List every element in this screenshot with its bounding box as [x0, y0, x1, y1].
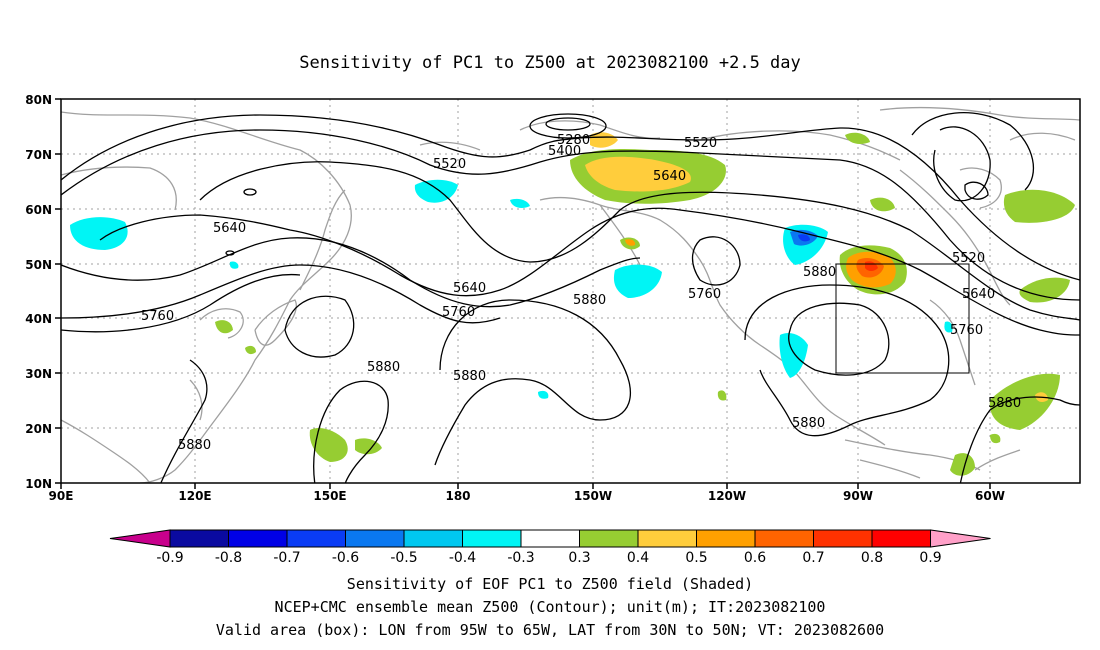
lat-labels: 80N 70N 60N 50N 40N 30N 20N 10N	[25, 93, 52, 491]
lon-label: 150W	[574, 489, 612, 503]
colorbar-swatch	[462, 529, 522, 548]
lat-label: 30N	[25, 367, 52, 381]
colorbar-label: -0.5	[390, 550, 417, 566]
contour-label-5880: 5880	[803, 265, 836, 280]
colorbar-swatch	[696, 529, 756, 548]
colorbar-label: -0.9	[156, 550, 183, 566]
colorbar-max-arrow	[930, 529, 991, 548]
lat-label: 20N	[25, 422, 52, 436]
colorbar-swatch	[345, 529, 405, 548]
lon-label: 120E	[178, 489, 211, 503]
lon-labels: 90E 120E 150E 180 150W 120W 90W 60W	[49, 489, 1005, 503]
axis-ticks	[55, 98, 991, 489]
contour-label-5880: 5880	[178, 438, 211, 453]
contour-label-5280: 5280	[557, 133, 590, 148]
colorbar-label: -0.7	[273, 550, 300, 566]
colorbar-swatch	[754, 529, 814, 548]
colorbar-label: 0.4	[627, 550, 649, 566]
colorbar-label: 0.7	[802, 550, 824, 566]
colorbar-swatch	[579, 529, 639, 548]
colorbar-label: 0.6	[744, 550, 766, 566]
contour-label-5760: 5760	[141, 309, 174, 324]
colorbar-swatch	[169, 529, 229, 548]
colorbar-label: 0.9	[919, 550, 941, 566]
contour-label-5640: 5640	[213, 221, 246, 236]
lon-label: 180	[445, 489, 470, 503]
contour-label-5760: 5760	[950, 323, 983, 338]
contour-label-5400: 5400	[548, 144, 581, 159]
colorbar-label: 0.8	[861, 550, 883, 566]
map-title: Sensitivity of PC1 to Z500 at 2023082100…	[299, 53, 801, 73]
colorbar-label: 0.5	[685, 550, 707, 566]
colorbar	[109, 529, 991, 548]
colorbar-swatch	[813, 529, 873, 548]
contour-label-5640: 5640	[962, 287, 995, 302]
colorbar-labels: -0.9 -0.8 -0.7 -0.6 -0.5 -0.4 -0.3 0.3 0.4 0.5 0.6…	[156, 550, 941, 566]
colorbar-label: -0.3	[507, 550, 534, 566]
contour-label-5520: 5520	[684, 136, 717, 151]
colorbar-swatch	[403, 529, 463, 548]
colorbar-swatch	[871, 529, 931, 548]
lon-label: 60W	[975, 489, 1005, 503]
contour-label-5880: 5880	[988, 396, 1021, 411]
contour-label-5520: 5520	[433, 157, 466, 172]
contour-label-5880: 5880	[573, 293, 606, 308]
lat-label: 70N	[25, 148, 52, 162]
lat-label: 10N	[25, 477, 52, 491]
valid-area-box	[835, 263, 970, 374]
contour-label-5760: 5760	[688, 287, 721, 302]
colorbar-label: -0.8	[215, 550, 242, 566]
colorbar-swatch	[228, 529, 288, 548]
lat-label: 50N	[25, 258, 52, 272]
contour-label-5880: 5880	[453, 369, 486, 384]
colorbar-label: 0.3	[568, 550, 590, 566]
lat-label: 60N	[25, 203, 52, 217]
contour-label-5520: 5520	[952, 251, 985, 266]
colorbar-swatch	[286, 529, 346, 548]
lat-label: 80N	[25, 93, 52, 107]
sensitivity-shading	[70, 132, 1075, 476]
map-frame	[60, 98, 1081, 484]
caption-line-1: Sensitivity of EOF PC1 to Z500 field (Sh…	[347, 575, 753, 593]
contour-label-5640: 5640	[653, 169, 686, 184]
lat-label: 40N	[25, 312, 52, 326]
contour-labels: 5280 5400 5520 5520 5520 5640 5640 5640 …	[141, 133, 1021, 453]
contour-label-5880: 5880	[792, 416, 825, 431]
caption-line-2: NCEP+CMC ensemble mean Z500 (Contour); u…	[275, 598, 826, 616]
coastlines	[61, 106, 1080, 483]
lon-label: 120W	[708, 489, 746, 503]
colorbar-min-arrow	[109, 529, 171, 548]
lon-label: 90E	[49, 489, 74, 503]
colorbar-label: -0.6	[332, 550, 359, 566]
colorbar-swatch	[520, 529, 580, 548]
colorbar-label: -0.4	[449, 550, 476, 566]
contour-label-5760: 5760	[442, 305, 475, 320]
lon-label: 150E	[313, 489, 346, 503]
colorbar-swatch	[637, 529, 697, 548]
contour-label-5880: 5880	[367, 360, 400, 375]
caption-line-3: Valid area (box): LON from 95W to 65W, L…	[216, 621, 884, 639]
contour-label-5640: 5640	[453, 281, 486, 296]
z500-contours	[61, 112, 1080, 483]
lon-label: 90W	[843, 489, 873, 503]
